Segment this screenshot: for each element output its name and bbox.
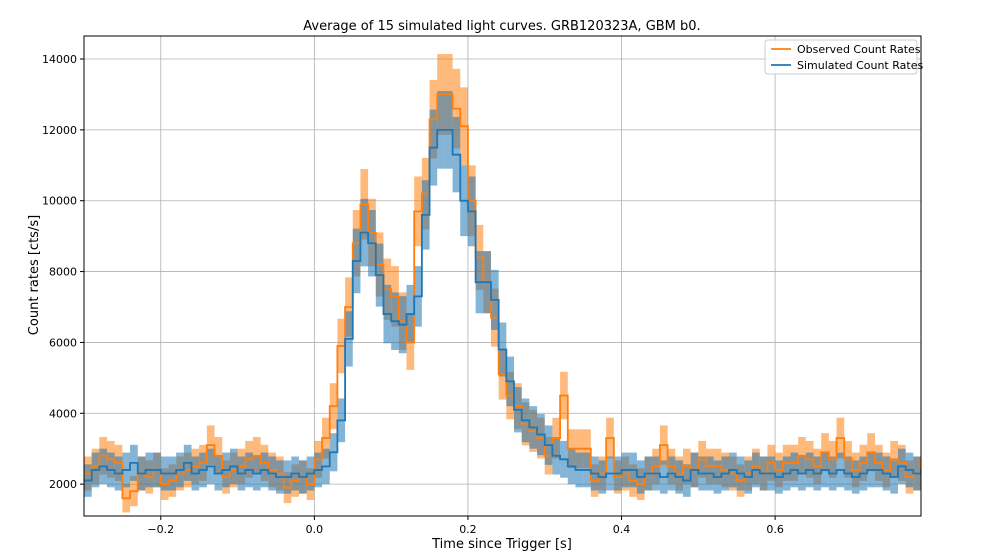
legend-box bbox=[764, 39, 918, 75]
data-series bbox=[84, 54, 921, 513]
x-tick-label: 0.2 bbox=[459, 523, 477, 536]
y-tick-label: 14000 bbox=[42, 53, 77, 66]
x-tick-label: −0.2 bbox=[147, 523, 174, 536]
y-tick-label: 2000 bbox=[49, 478, 77, 491]
plot-frame bbox=[83, 35, 922, 517]
chart-title: Average of 15 simulated light curves. GR… bbox=[303, 19, 700, 34]
legend-label: Observed Count Rates bbox=[797, 43, 921, 56]
legend: Observed Count Rates Simulated Count Rate… bbox=[764, 39, 923, 75]
y-tick-label: 6000 bbox=[49, 336, 77, 349]
y-axis-label: Count rates [cts/s] bbox=[27, 215, 42, 335]
series-line-1 bbox=[84, 128, 921, 482]
x-axis-label: Time since Trigger [s] bbox=[431, 537, 572, 551]
series-line-0 bbox=[84, 93, 921, 500]
x-tick-label: 0.6 bbox=[766, 523, 784, 536]
y-tick-label: 12000 bbox=[42, 124, 77, 137]
y-tick-label: 8000 bbox=[49, 266, 77, 279]
x-tick-label: 0.4 bbox=[613, 523, 631, 536]
axes: −0.2 0.0 0.2 0.4 0.6 2000 4000 6000 8000 10000 120… bbox=[42, 35, 922, 536]
x-tick-label: 0.0 bbox=[306, 523, 324, 536]
y-tick-label: 4000 bbox=[49, 407, 77, 420]
y-tick-label: 10000 bbox=[42, 195, 77, 208]
legend-label: Simulated Count Rates bbox=[797, 59, 923, 72]
